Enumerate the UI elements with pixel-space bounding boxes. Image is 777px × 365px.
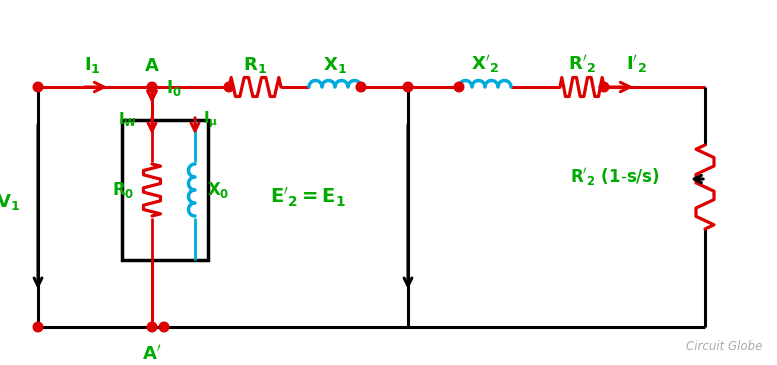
Text: $\mathbf{I_1}$: $\mathbf{I_1}$ — [84, 55, 100, 75]
Circle shape — [147, 82, 157, 92]
Text: $\mathbf{A}$: $\mathbf{A}$ — [144, 57, 160, 75]
Text: $\mathbf{R_1}$: $\mathbf{R_1}$ — [243, 55, 267, 75]
Circle shape — [225, 82, 234, 92]
Text: $\mathbf{I_W}$: $\mathbf{I_W}$ — [118, 111, 137, 129]
Circle shape — [356, 82, 366, 92]
Text: $\mathbf{A'}$: $\mathbf{A'}$ — [142, 345, 162, 364]
Text: $\mathbf{X'_2}$: $\mathbf{X'_2}$ — [471, 53, 499, 75]
Text: Circuit Globe: Circuit Globe — [685, 340, 762, 353]
Text: $\mathbf{X_0}$: $\mathbf{X_0}$ — [207, 180, 229, 200]
Text: $\mathbf{X_1}$: $\mathbf{X_1}$ — [323, 55, 347, 75]
Text: $\mathbf{V_1}$: $\mathbf{V_1}$ — [0, 192, 20, 212]
Circle shape — [33, 322, 43, 332]
Bar — [122, 120, 208, 260]
Text: $\mathbf{R'_2}$: $\mathbf{R'_2}$ — [568, 53, 596, 75]
Circle shape — [159, 322, 169, 332]
Text: $\mathbf{I'_2}$: $\mathbf{I'_2}$ — [625, 53, 646, 75]
Circle shape — [33, 82, 43, 92]
Circle shape — [403, 82, 413, 92]
Circle shape — [599, 82, 609, 92]
Circle shape — [455, 82, 464, 92]
Text: $\mathbf{R'_2\ (1\text{-}s/s)}$: $\mathbf{R'_2\ (1\text{-}s/s)}$ — [570, 166, 660, 188]
Text: $\mathbf{I_\mu}$: $\mathbf{I_\mu}$ — [203, 110, 218, 130]
Circle shape — [147, 322, 157, 332]
Text: $\mathbf{E'_2 = E_1}$: $\mathbf{E'_2 = E_1}$ — [270, 185, 346, 209]
Text: $\mathbf{R_0}$: $\mathbf{R_0}$ — [112, 180, 134, 200]
Text: $\mathbf{I_0}$: $\mathbf{I_0}$ — [166, 78, 182, 98]
